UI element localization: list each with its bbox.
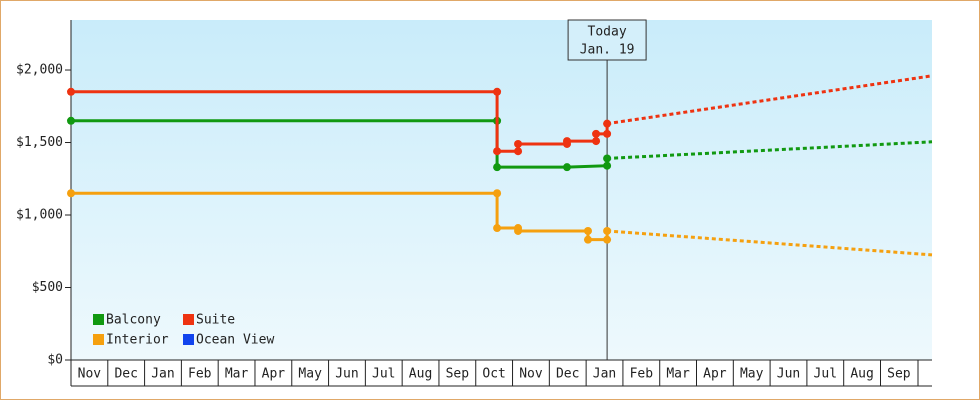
price-point <box>493 163 502 172</box>
price-point <box>592 129 601 138</box>
forecast-line <box>607 140 933 160</box>
price-point <box>67 116 75 125</box>
price-point <box>493 224 502 233</box>
price-point <box>583 235 592 244</box>
y-tick-label: $500 <box>32 280 63 295</box>
x-tick-label: Dec <box>114 367 137 382</box>
x-tick-label: Mar <box>225 367 249 382</box>
x-tick-label: Jun <box>335 367 358 382</box>
x-tick-label: Jan <box>593 367 616 382</box>
x-tick-label: Jan <box>151 367 174 382</box>
forecast-line <box>606 74 933 126</box>
price-point <box>603 235 612 244</box>
price-point <box>493 147 502 156</box>
y-tick-label: $0 <box>47 353 63 368</box>
x-tick-label: Aug <box>409 367 432 382</box>
price-point <box>67 87 75 96</box>
price-point <box>514 147 523 156</box>
x-tick-label: Feb <box>630 367 654 382</box>
price-point <box>583 226 592 235</box>
price-point <box>493 87 502 96</box>
y-tick-label: $2,000 <box>16 63 63 78</box>
x-tick-label: Jun <box>777 367 800 382</box>
y-tick-label: $1,500 <box>16 135 63 150</box>
today-label: Today <box>588 25 627 40</box>
x-tick-label: Apr <box>262 367 286 382</box>
legend-label: Ocean View <box>196 333 274 348</box>
x-tick-label: Oct <box>482 367 505 382</box>
x-tick-label: Aug <box>850 367 873 382</box>
x-tick-label: May <box>740 367 764 382</box>
plot-area <box>71 20 932 360</box>
x-tick-label: Apr <box>703 367 727 382</box>
x-tick-label: May <box>298 367 322 382</box>
legend-swatch <box>183 334 194 345</box>
price-point <box>514 139 523 148</box>
forecast-line <box>606 229 933 257</box>
x-tick-label: Jul <box>814 367 837 382</box>
today-label: Jan. 19 <box>580 43 635 58</box>
price-point <box>562 137 571 146</box>
y-tick-label: $1,000 <box>16 208 63 223</box>
legend-label: Balcony <box>106 313 161 328</box>
price-point <box>493 189 502 198</box>
price-point <box>514 226 523 235</box>
today-box <box>567 19 647 61</box>
x-tick-label: Sep <box>446 367 470 382</box>
legend-label: Interior <box>106 333 169 348</box>
price-point <box>562 163 571 172</box>
legend-swatch <box>183 314 194 325</box>
legend-label: Suite <box>196 313 235 328</box>
legend-swatch <box>93 314 104 325</box>
legend-swatch <box>93 334 104 345</box>
price-point <box>67 189 75 198</box>
x-tick-label: Sep <box>887 367 911 382</box>
price-point <box>603 129 612 138</box>
x-tick-label: Nov <box>519 367 543 382</box>
price-point <box>592 137 601 146</box>
x-tick-label: Feb <box>188 367 212 382</box>
x-tick-label: Mar <box>666 367 690 382</box>
price-point <box>603 161 612 170</box>
x-tick-label: Jul <box>372 367 395 382</box>
x-tick-label: Dec <box>556 367 579 382</box>
x-tick-label: Nov <box>78 367 102 382</box>
